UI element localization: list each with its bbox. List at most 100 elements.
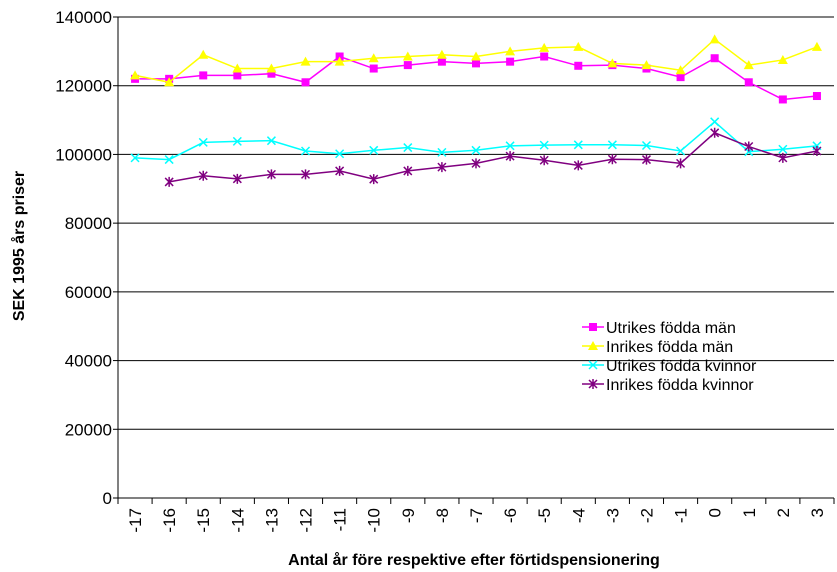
data-point [675, 65, 686, 75]
x-tick-label: -9 [399, 508, 418, 523]
data-point [300, 56, 311, 66]
data-point [641, 140, 652, 151]
x-tick-label: -4 [569, 508, 588, 523]
x-tick-label: 2 [774, 508, 793, 517]
y-tick-label: 120000 [55, 77, 112, 96]
x-tick-label: -8 [433, 508, 452, 523]
data-point [472, 59, 480, 68]
legend: Utrikes födda män Inrikes födda män Utrike… [582, 320, 757, 394]
data-point [368, 53, 379, 63]
data-point [811, 41, 822, 51]
data-point [607, 154, 617, 165]
data-point [437, 162, 447, 173]
data-point [607, 58, 618, 68]
data-point [233, 71, 242, 80]
data-point [232, 63, 243, 73]
data-point [335, 165, 345, 176]
series-2 [130, 34, 822, 87]
data-point [232, 173, 242, 184]
data-point [198, 137, 208, 147]
x-tick-label: -14 [228, 508, 247, 533]
data-point [506, 57, 515, 66]
legend-label: Inrikes födda män [606, 339, 733, 356]
data-point [710, 127, 720, 138]
data-point [607, 140, 617, 150]
x-tick-labels: -17 -16 -15 -14 -13 -12 -11 -10 -9 -8 -7 -6 -5 -4 -3 -2… [126, 508, 827, 533]
data-point [574, 61, 583, 70]
gridlines [113, 16, 834, 499]
data-point [778, 152, 788, 163]
data-point [266, 169, 276, 180]
data-point [744, 141, 754, 152]
series-3 [130, 117, 822, 165]
x-tick-label: -15 [194, 508, 213, 533]
y-tick-label: 0 [103, 489, 112, 508]
y-tick-label: 20000 [65, 420, 112, 439]
legend-marker [588, 379, 598, 389]
data-point [812, 145, 822, 156]
data-point [573, 41, 584, 51]
data-point [676, 158, 686, 169]
data-point [471, 158, 481, 169]
data-point [198, 170, 208, 181]
data-point [266, 63, 277, 73]
data-point [676, 146, 686, 156]
y-tick-label: 140000 [55, 8, 112, 27]
x-tick-label: -13 [262, 508, 281, 533]
data-point [199, 71, 208, 80]
data-point [778, 144, 788, 154]
y-tick-label: 80000 [65, 214, 112, 233]
data-point [164, 155, 174, 165]
data-point [540, 52, 549, 61]
data-point [266, 136, 276, 146]
data-point [369, 64, 378, 73]
x-tick-label: -12 [297, 508, 316, 533]
data-point [778, 95, 787, 104]
legend-item: Inrikes födda män [582, 339, 733, 356]
data-point [130, 153, 140, 163]
data-point [812, 92, 821, 101]
x-tick-label: -6 [501, 508, 520, 523]
data-point [267, 69, 276, 78]
x-tick-label: -3 [603, 508, 622, 523]
legend-item: Utrikes födda kvinnor [582, 358, 757, 375]
data-point [335, 149, 345, 159]
data-point [369, 174, 379, 185]
data-point [744, 78, 753, 87]
data-point [641, 154, 652, 165]
data-point [300, 169, 311, 180]
y-tick-label: 60000 [65, 283, 112, 302]
data-point [641, 60, 652, 70]
data-point [539, 140, 549, 150]
axes [117, 17, 835, 504]
x-tick-label: -11 [331, 508, 350, 531]
data-point [335, 52, 344, 61]
data-point [505, 151, 515, 162]
x-tick-label: -7 [467, 508, 486, 523]
data-point [437, 57, 446, 66]
x-tick-label: 3 [808, 508, 827, 517]
x-axis-title: Antal år före respektive efter förtidspe… [288, 551, 660, 569]
series-group [130, 34, 822, 187]
data-point [710, 117, 720, 127]
legend-item: Inrikes födda kvinnor [582, 377, 754, 394]
legend-marker [589, 323, 597, 331]
data-point [130, 70, 141, 80]
data-point [676, 73, 685, 82]
data-point [232, 136, 242, 146]
data-point [539, 42, 550, 52]
x-tick-label: -16 [160, 508, 179, 533]
legend-marker [588, 360, 598, 370]
data-point [403, 143, 413, 153]
x-tick-label: 1 [740, 508, 759, 517]
legend-label: Inrikes födda kvinnor [606, 377, 754, 394]
data-point [539, 155, 549, 166]
data-point [164, 176, 174, 187]
data-point [198, 49, 209, 59]
data-point [369, 145, 379, 155]
legend-item: Utrikes födda män [582, 320, 736, 337]
series-line [169, 131, 818, 183]
data-point [505, 46, 516, 56]
data-point [402, 51, 413, 61]
